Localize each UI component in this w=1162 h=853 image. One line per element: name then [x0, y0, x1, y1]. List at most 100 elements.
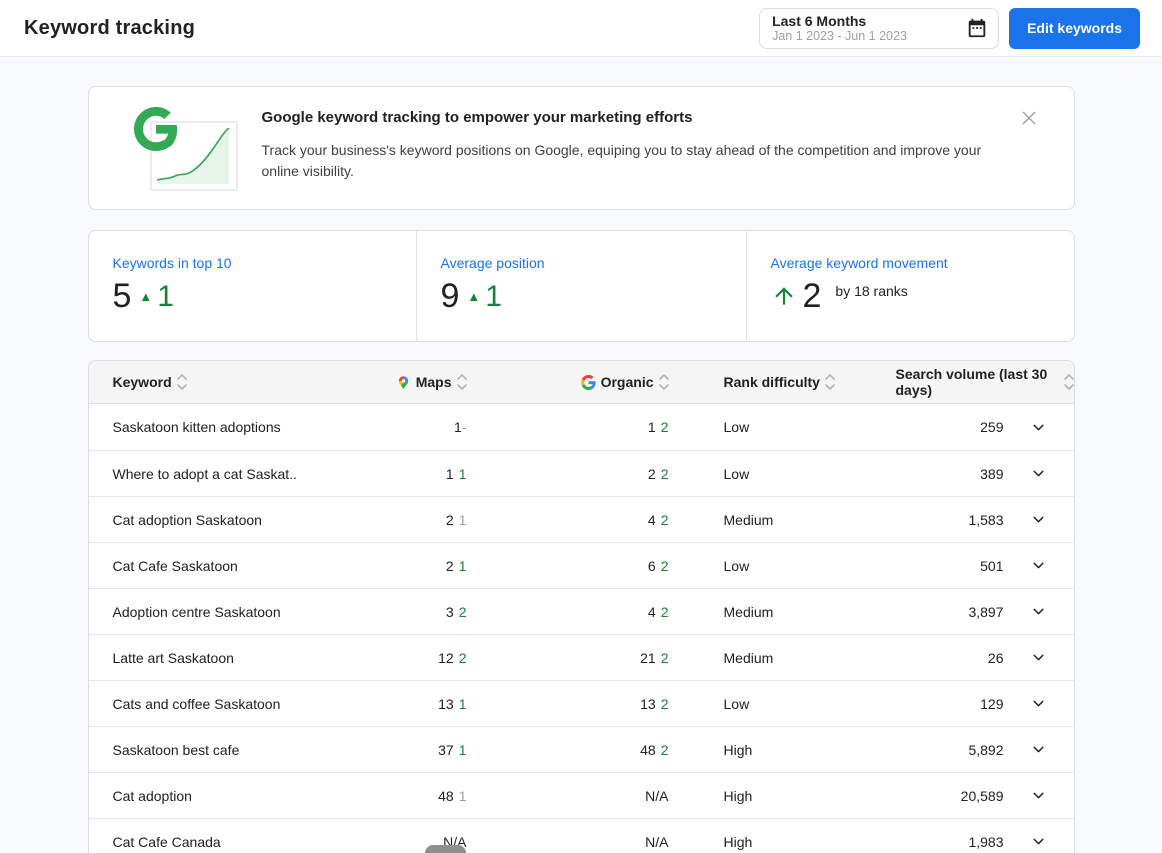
close-icon[interactable] [1018, 107, 1040, 129]
maps-rank-cell: 13 1 [438, 695, 467, 712]
keyword-cell: Adoption centre Saskatoon [112, 603, 281, 620]
column-header-organic[interactable]: Organic [467, 374, 669, 390]
stat-keywords-top10-label[interactable]: Keywords in top 10 [112, 255, 232, 271]
google-maps-pin-icon [396, 375, 411, 390]
stat-change: 1 [157, 279, 174, 313]
rank-difficulty-cell: High [723, 833, 753, 850]
rank-difficulty-cell: Medium [723, 511, 774, 528]
topbar-actions: Last 6 Months Jan 1 2023 - Jun 1 2023 Ed… [759, 7, 1140, 49]
table-row: Saskatoon kitten adoptions 1 - 1 2 Low [88, 404, 1074, 450]
organic-change-indicator: 2 [660, 511, 669, 528]
chevron-down-icon[interactable] [1026, 783, 1052, 809]
chevron-down-icon[interactable] [1026, 737, 1052, 763]
column-label: Search volume (last 30 days) [895, 366, 1048, 398]
rank-difficulty-cell: Low [723, 419, 750, 435]
column-label: Maps [415, 374, 452, 390]
organic-rank-cell: 13 2 [640, 695, 669, 712]
maps-rank-cell: 1 1 [445, 465, 467, 482]
sort-icon[interactable] [456, 374, 467, 390]
rank-difficulty-cell: Medium [723, 649, 774, 666]
sort-icon[interactable] [658, 374, 669, 390]
search-volume-cell: 1,583 [968, 511, 1004, 528]
organic-change-indicator: 2 [660, 741, 669, 758]
column-header-maps[interactable]: Maps [389, 374, 467, 390]
maps-change-indicator: 1 [458, 511, 467, 528]
expand-cell [1004, 414, 1074, 440]
search-volume-cell: 501 [980, 557, 1004, 574]
organic-rank-cell: 21 2 [640, 649, 669, 666]
sort-icon[interactable] [176, 374, 187, 390]
chevron-down-icon[interactable] [1026, 461, 1052, 487]
chevron-down-icon[interactable] [1026, 645, 1052, 671]
main-content: Google keyword tracking to empower your … [87, 57, 1075, 853]
search-volume-cell: 129 [980, 695, 1004, 712]
chevron-down-icon[interactable] [1026, 414, 1052, 440]
keyword-cell: Cat Cafe Canada [112, 833, 221, 850]
rank-difficulty-cell: Low [723, 557, 750, 574]
search-volume-cell: 259 [980, 419, 1004, 435]
scroll-down-pill[interactable] [425, 845, 466, 853]
keyword-cell: Cat adoption Saskatoon [112, 511, 262, 528]
chevron-down-icon[interactable] [1026, 599, 1052, 625]
stat-value: 5 [112, 277, 132, 315]
chevron-down-icon[interactable] [1026, 829, 1052, 853]
table-row: Cat Cafe Saskatoon 2 1 6 2 Low 501 [88, 542, 1074, 588]
maps-rank-cell: 1 - [454, 419, 467, 435]
search-volume-cell: 5,892 [968, 741, 1004, 758]
search-volume-cell: 389 [980, 465, 1004, 482]
table-header-row: Keyword Maps Organic Rank difficulty [88, 361, 1074, 404]
maps-change-indicator: 1 [458, 741, 467, 758]
banner-body: Track your business's keyword positions … [261, 142, 982, 179]
organic-change-indicator: 2 [660, 465, 669, 482]
search-volume-cell: 1,983 [968, 833, 1004, 850]
stat-average-position-value-row: 9 ▲ 1 [441, 277, 746, 316]
column-header-difficulty[interactable]: Rank difficulty [669, 374, 884, 390]
organic-change-indicator: 2 [660, 649, 669, 666]
keyword-cell: Where to adopt a cat Saskat.. [112, 465, 297, 482]
chevron-down-icon[interactable] [1026, 507, 1052, 533]
maps-change-indicator: 1 [458, 465, 467, 482]
expand-cell [1004, 645, 1074, 671]
up-triangle-icon: ▲ [139, 289, 153, 304]
table-row: Cat Cafe Canada N/A N/A High 1,9 [88, 818, 1074, 853]
column-header-keyword[interactable]: Keyword [89, 374, 389, 390]
stats-summary: Keywords in top 10 5 ▲ 1 Average positio… [87, 230, 1075, 342]
edit-keywords-button[interactable]: Edit keywords [1009, 7, 1140, 49]
column-header-volume[interactable]: Search volume (last 30 days) [884, 366, 1074, 398]
chevron-down-icon[interactable] [1026, 553, 1052, 579]
stat-average-position-label[interactable]: Average position [440, 255, 545, 271]
banner-chart-illustration [133, 107, 238, 191]
maps-change-indicator: 2 [458, 603, 467, 620]
rank-difficulty-cell: Low [723, 465, 750, 482]
table-row: Cat adoption Saskatoon 2 1 4 2 Medium [88, 496, 1074, 542]
date-range-picker[interactable]: Last 6 Months Jan 1 2023 - Jun 1 2023 [759, 7, 1000, 49]
organic-rank-cell: N/A [645, 787, 669, 804]
expand-cell [1004, 599, 1074, 625]
organic-change-indicator: 2 [660, 557, 669, 574]
keyword-cell: Cats and coffee Saskatoon [112, 695, 281, 712]
rank-difficulty-cell: Low [723, 695, 750, 712]
table-row: Cat adoption 48 1 N/A High 20,589 [88, 772, 1074, 818]
table-row: Cats and coffee Saskatoon 13 1 13 2 Low [88, 680, 1074, 726]
sort-icon[interactable] [1063, 374, 1074, 390]
google-g-icon [580, 374, 596, 390]
table-body: Saskatoon kitten adoptions 1 - 1 2 Low [88, 404, 1074, 853]
organic-change-indicator: 2 [660, 419, 669, 435]
organic-rank-cell: N/A [645, 833, 669, 850]
arrow-upward-icon [771, 283, 797, 314]
chevron-down-icon[interactable] [1026, 691, 1052, 717]
keyword-table: Keyword Maps Organic Rank difficulty [87, 360, 1075, 853]
maps-rank-cell: 2 1 [445, 557, 467, 574]
column-label: Rank difficulty [723, 374, 820, 390]
calendar-icon [966, 17, 988, 39]
banner-title: Google keyword tracking to empower your … [261, 109, 693, 126]
table-row: Adoption centre Saskatoon 3 2 4 2 Medium [88, 588, 1074, 634]
rank-difficulty-cell: Medium [723, 603, 774, 620]
sort-icon[interactable] [825, 374, 835, 390]
rank-difficulty-cell: High [723, 741, 753, 758]
rank-difficulty-cell: High [723, 787, 753, 804]
expand-cell [1004, 737, 1074, 763]
stat-keywords-top10-value-row: 5 ▲ 1 [113, 277, 416, 316]
stat-average-movement-label[interactable]: Average keyword movement [770, 255, 948, 271]
date-range-label: Last 6 Months [772, 12, 867, 29]
